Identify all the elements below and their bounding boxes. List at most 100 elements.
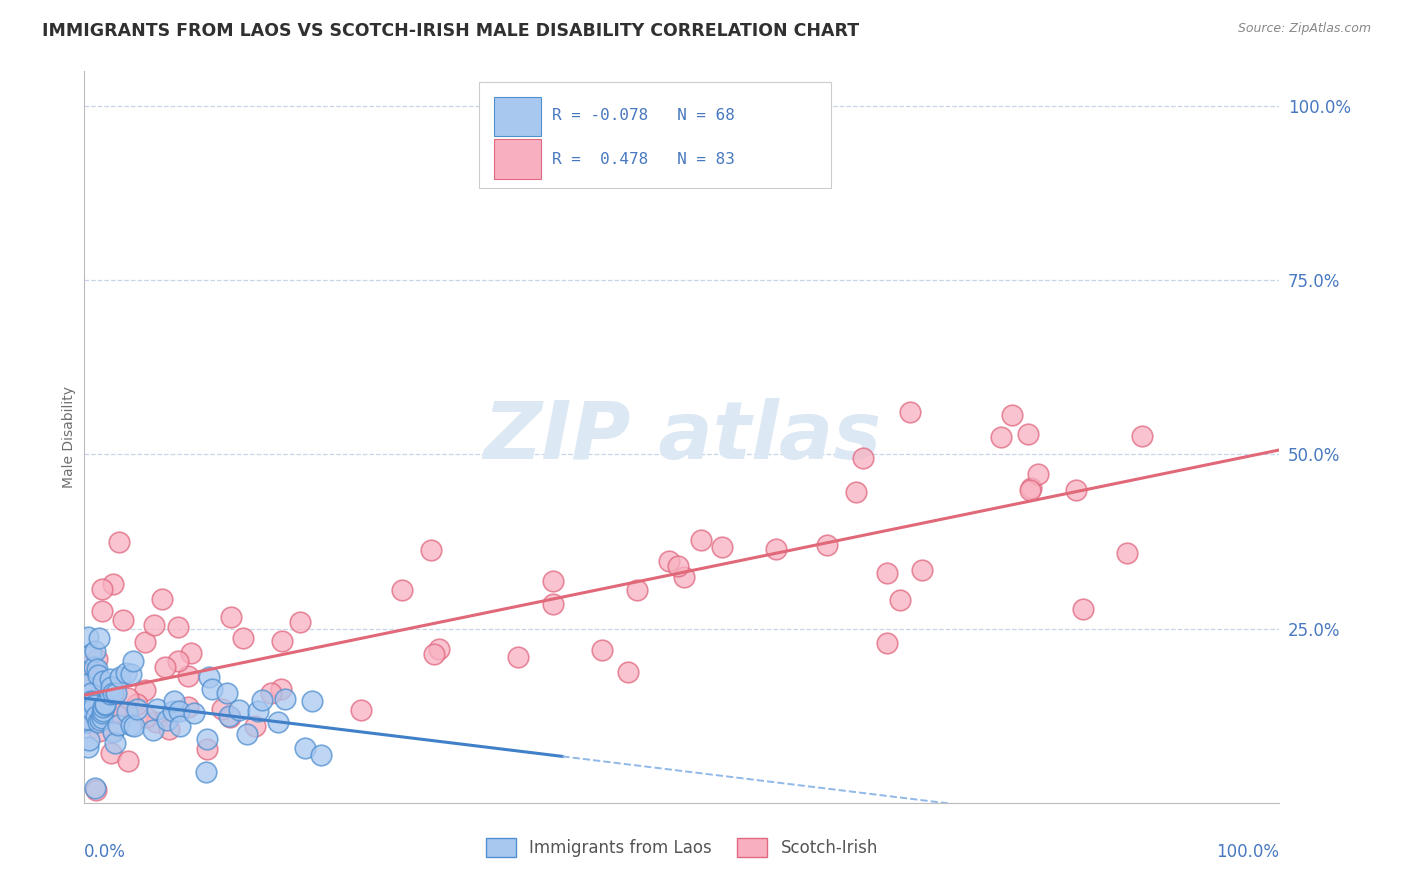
Point (83, 644, 105, 658)
Point (134, 683, 156, 698)
Point (153, 660, 176, 674)
Point (75, 689, 97, 703)
Point (427, 641, 450, 656)
Text: R =  0.478   N = 83: R = 0.478 N = 83 (551, 152, 734, 167)
Point (1071, 602, 1094, 616)
Point (77, 660, 100, 674)
Point (626, 583, 648, 598)
Point (657, 554, 679, 568)
Point (232, 631, 254, 645)
Point (876, 566, 898, 580)
Point (91, 706, 114, 721)
Point (197, 670, 219, 684)
Point (898, 405, 921, 419)
Point (83, 660, 105, 674)
Point (75, 703, 97, 717)
Point (100, 746, 122, 760)
Point (86, 662, 108, 676)
Point (125, 701, 148, 715)
Point (219, 709, 242, 723)
Point (267, 715, 290, 730)
Point (301, 694, 323, 708)
Point (91, 582, 114, 596)
Point (180, 646, 202, 660)
Point (1001, 408, 1024, 422)
Point (167, 654, 190, 668)
Point (107, 717, 129, 731)
Point (94, 698, 117, 713)
Point (201, 682, 224, 697)
Point (104, 705, 127, 719)
Point (86, 652, 108, 666)
Point (94, 698, 117, 712)
Point (79, 685, 101, 699)
Point (90, 604, 112, 618)
Point (79, 694, 101, 708)
Point (218, 709, 240, 723)
Point (271, 634, 294, 648)
Point (1026, 467, 1049, 481)
Point (423, 647, 446, 661)
Point (217, 686, 239, 700)
Point (183, 706, 205, 721)
Text: 100.0%: 100.0% (1216, 843, 1279, 861)
Point (288, 615, 311, 629)
Point (104, 736, 127, 750)
Point (167, 619, 190, 633)
Point (104, 686, 127, 700)
Point (141, 723, 163, 738)
Point (101, 724, 124, 739)
Point (117, 690, 139, 705)
FancyBboxPatch shape (495, 139, 541, 179)
Point (194, 765, 217, 780)
Point (135, 710, 157, 724)
Point (110, 670, 132, 684)
Point (260, 686, 283, 700)
Point (111, 613, 134, 627)
Point (672, 570, 695, 584)
Point (120, 718, 142, 732)
Point (76, 698, 98, 712)
Point (274, 692, 297, 706)
Point (250, 692, 273, 706)
Point (83, 664, 105, 678)
Point (103, 685, 125, 699)
Point (876, 636, 898, 650)
Point (93, 699, 115, 714)
Point (150, 592, 173, 607)
Point (91, 704, 114, 718)
Point (243, 719, 266, 733)
Point (75, 714, 97, 728)
Point (350, 703, 373, 717)
Point (93, 674, 115, 689)
Point (122, 654, 145, 668)
Point (1019, 483, 1042, 498)
Point (157, 722, 180, 736)
Point (617, 665, 640, 679)
Point (845, 484, 868, 499)
Point (591, 643, 613, 657)
Point (177, 669, 200, 683)
Point (77, 733, 100, 747)
Point (710, 541, 733, 555)
Point (162, 704, 184, 718)
Point (270, 681, 292, 696)
Point (115, 666, 138, 681)
Point (815, 538, 838, 552)
Point (76, 683, 98, 698)
Point (195, 731, 218, 746)
Point (104, 706, 127, 720)
FancyBboxPatch shape (495, 97, 541, 136)
Point (83, 698, 105, 712)
Point (134, 634, 156, 648)
Point (122, 719, 145, 733)
Point (117, 705, 139, 719)
Point (156, 714, 179, 728)
Point (73, 716, 96, 731)
Text: ZIP atlas: ZIP atlas (482, 398, 882, 476)
Point (98, 672, 121, 686)
Point (103, 724, 125, 739)
Point (145, 714, 167, 729)
Point (75, 677, 97, 691)
Point (87, 631, 110, 645)
